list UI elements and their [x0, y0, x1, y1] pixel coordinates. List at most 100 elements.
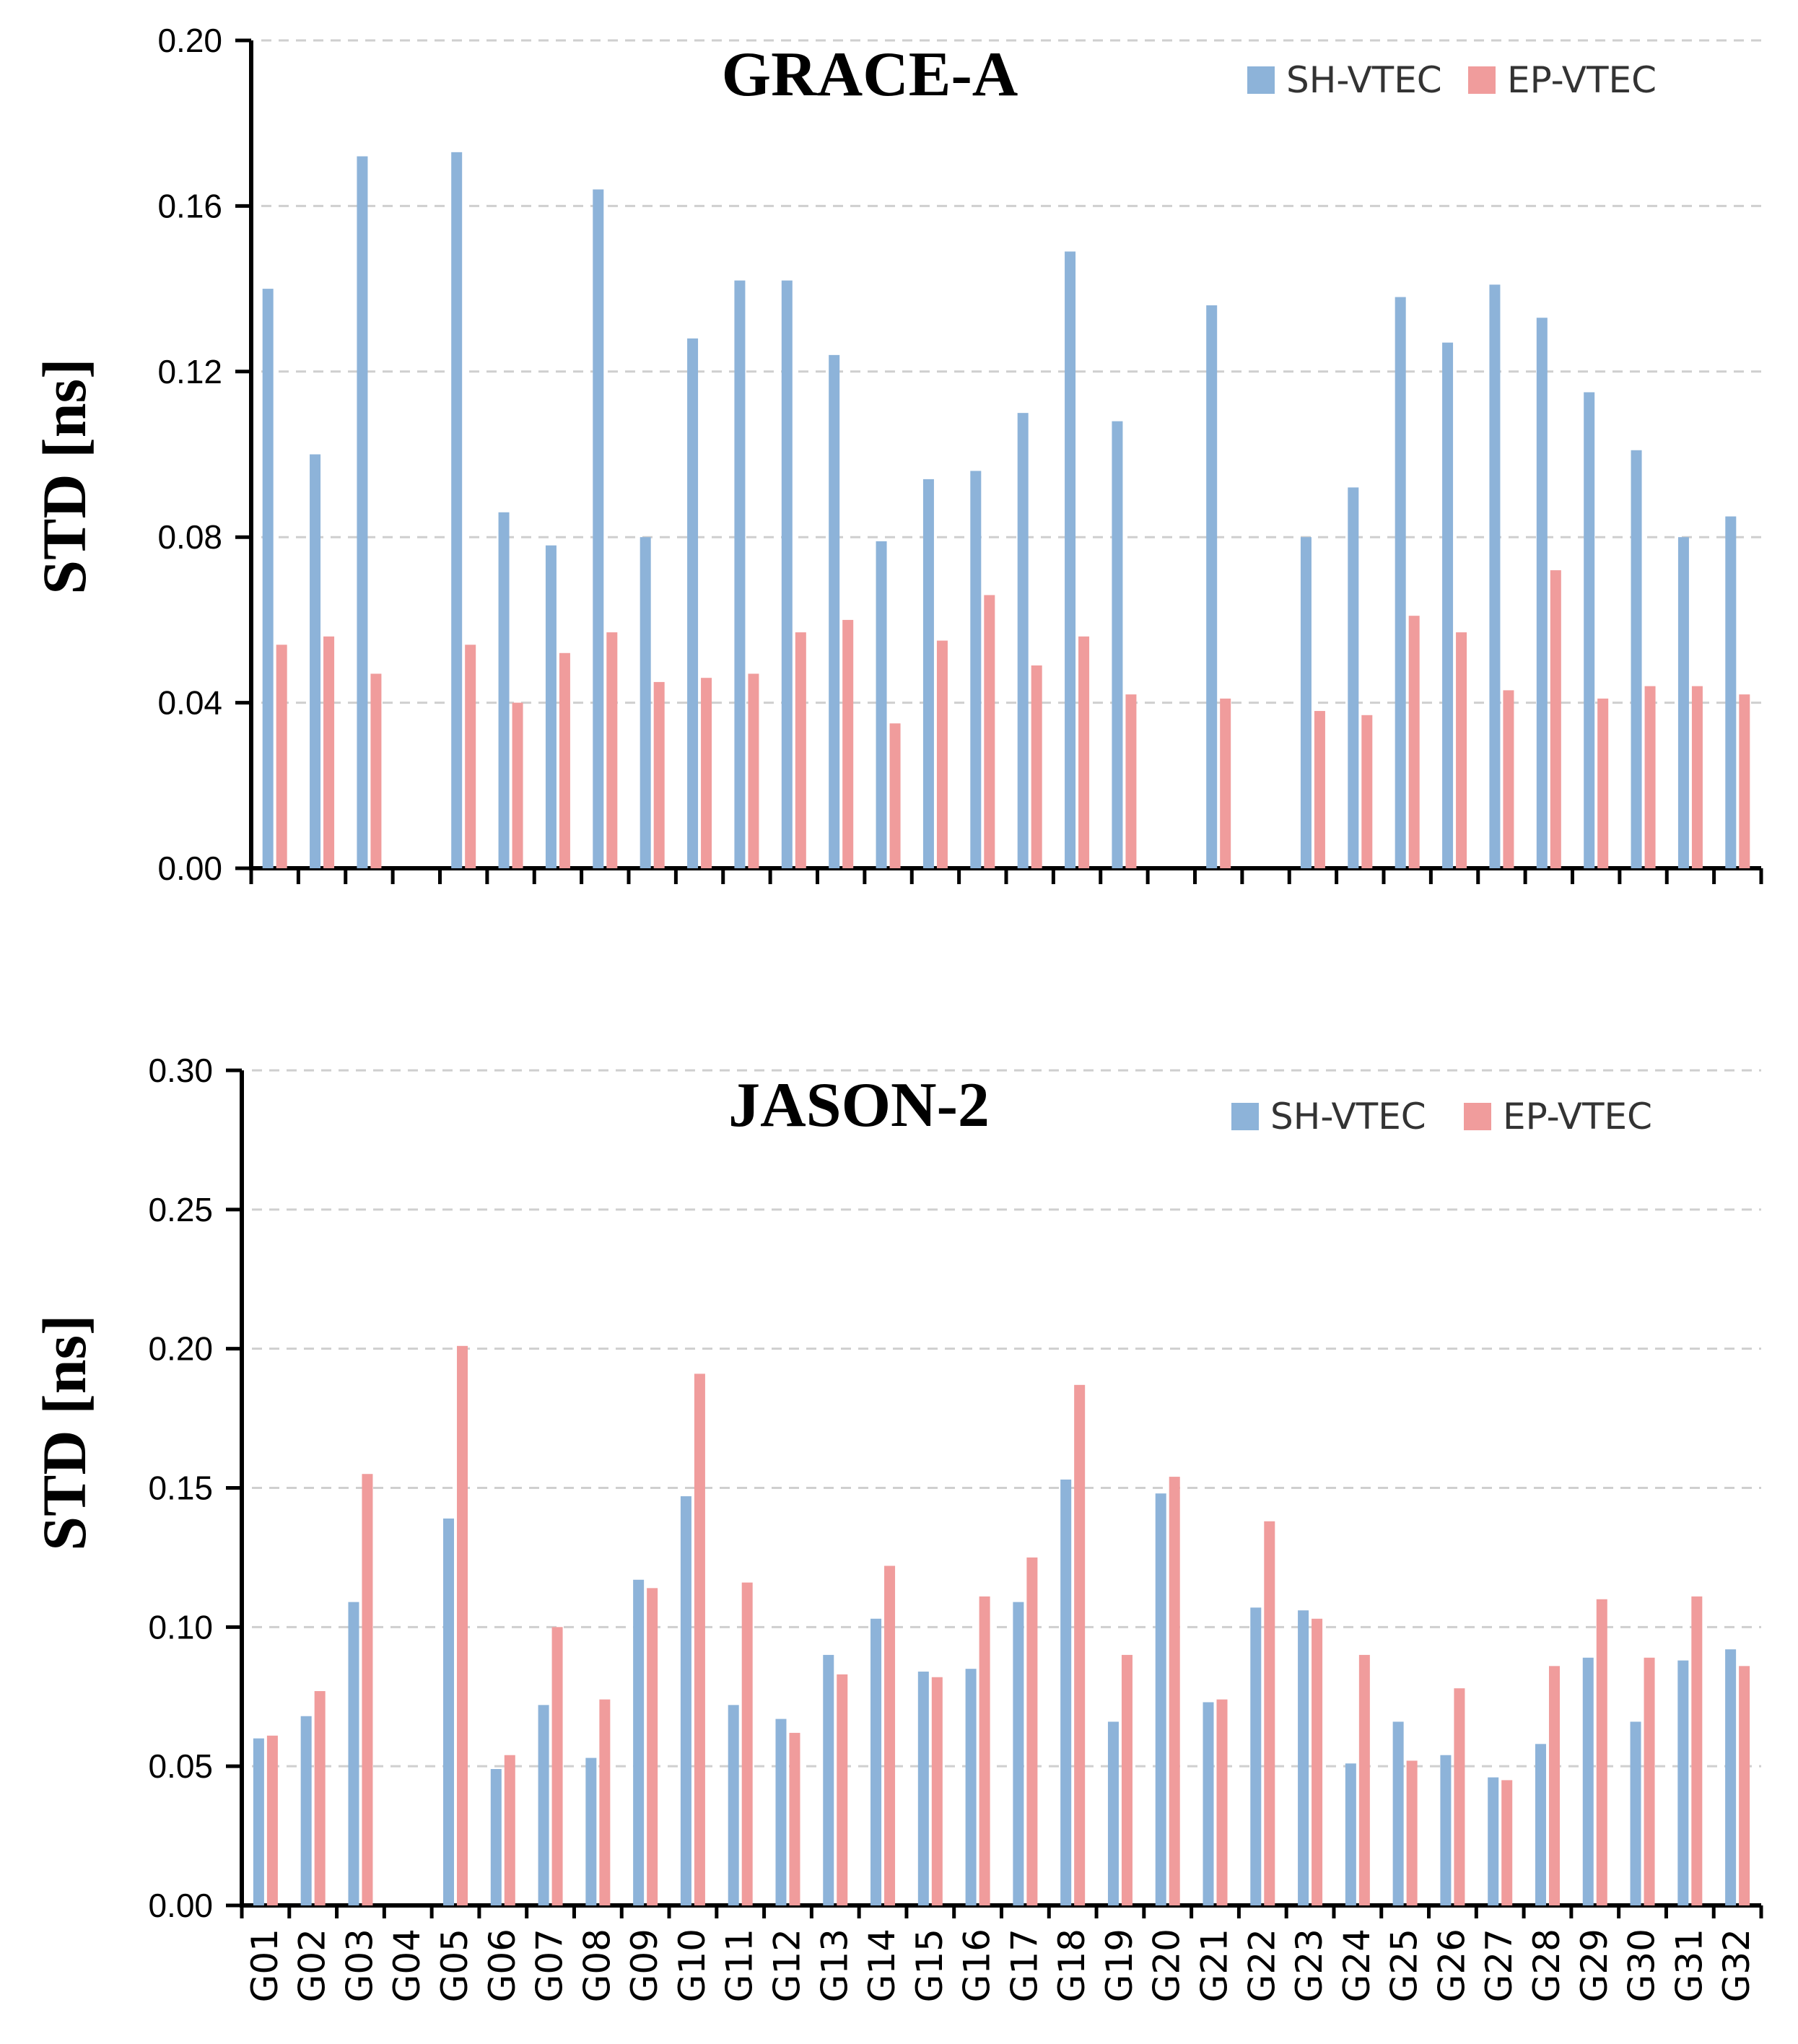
bar-sh-vtec-g27 [1489, 284, 1501, 868]
bar-ep-vtec-g27 [1503, 690, 1514, 868]
bar-sh-vtec-g13 [823, 1654, 834, 1905]
bar-sh-vtec-g30 [1631, 450, 1642, 868]
bar-ep-vtec-g23 [1314, 711, 1325, 868]
bar-sh-vtec-g09 [640, 537, 651, 868]
bar-sh-vtec-g12 [775, 1718, 787, 1905]
x-tick-label: G03 [339, 1929, 380, 2002]
bar-sh-vtec-g08 [593, 189, 604, 869]
bar-sh-vtec-g21 [1203, 1702, 1214, 1905]
bar-ep-vtec-g16 [979, 1596, 990, 1905]
bar-ep-vtec-g10 [701, 678, 712, 868]
x-tick-label: G29 [1574, 1929, 1615, 2002]
chart-title: JASON-2 [728, 1070, 990, 1140]
x-tick-label: G31 [1668, 1929, 1710, 2002]
bar-sh-vtec-g29 [1582, 1657, 1594, 1905]
x-tick-label: G01 [244, 1929, 286, 2002]
bar-sh-vtec-g08 [585, 1757, 597, 1905]
y-axis-label: STD [ns] [30, 1314, 99, 1550]
x-tick-label: G18 [1051, 1929, 1093, 2002]
bar-sh-vtec-g17 [1013, 1602, 1024, 1905]
bar-sh-vtec-g16 [970, 471, 982, 868]
y-axis-label: STD [ns] [30, 358, 99, 594]
x-tick-label: G11 [719, 1929, 761, 2002]
x-tick-label: G06 [481, 1929, 523, 2002]
bar-sh-vtec-g31 [1677, 537, 1689, 868]
bar-ep-vtec-g26 [1456, 632, 1467, 868]
legend-label-ep-vtec: EP-VTEC [1507, 59, 1657, 101]
bar-ep-vtec-g07 [559, 652, 570, 868]
bar-sh-vtec-g11 [728, 1705, 739, 1905]
bar-sh-vtec-g10 [687, 338, 699, 868]
bar-ep-vtec-g18 [1074, 1384, 1086, 1905]
bar-ep-vtec-g08 [606, 632, 618, 868]
x-tick-label: G08 [576, 1929, 618, 2002]
x-tick-label: G04 [386, 1929, 428, 2002]
bar-ep-vtec-g21 [1216, 1699, 1228, 1905]
bar-ep-vtec-g25 [1408, 616, 1420, 868]
bar-ep-vtec-g11 [741, 1582, 753, 1905]
bar-sh-vtec-g01 [253, 1738, 264, 1905]
x-tick-label: G28 [1526, 1929, 1568, 2002]
bar-ep-vtec-g19 [1125, 694, 1137, 868]
bar-ep-vtec-g12 [795, 632, 806, 868]
bar-ep-vtec-g12 [789, 1732, 800, 1905]
bar-sh-vtec-g23 [1300, 537, 1312, 868]
bar-ep-vtec-g30 [1644, 686, 1656, 868]
bar-ep-vtec-g32 [1739, 694, 1750, 868]
bar-sh-vtec-g09 [633, 1579, 645, 1905]
bar-sh-vtec-g25 [1395, 297, 1406, 868]
x-tick-label: G27 [1478, 1929, 1520, 2002]
bar-ep-vtec-g14 [884, 1565, 896, 1905]
legend-label-sh-vtec: SH-VTEC [1270, 1096, 1426, 1137]
bar-sh-vtec-g29 [1584, 392, 1595, 868]
bar-sh-vtec-g30 [1630, 1721, 1641, 1905]
bar-sh-vtec-g13 [829, 354, 840, 868]
legend-swatch-sh-vtec [1247, 66, 1275, 94]
bar-ep-vtec-g07 [551, 1627, 563, 1905]
x-tick-label: G25 [1384, 1929, 1426, 2002]
bar-sh-vtec-g18 [1060, 1479, 1072, 1905]
bar-sh-vtec-g07 [545, 545, 557, 868]
y-tick-label: 0.10 [148, 1608, 213, 1646]
x-tick-label: G05 [434, 1929, 476, 2002]
bar-ep-vtec-g27 [1501, 1780, 1513, 1905]
legend-swatch-sh-vtec [1231, 1103, 1259, 1130]
bar-ep-vtec-g11 [748, 673, 759, 868]
x-tick-label: G07 [529, 1929, 571, 2002]
bar-ep-vtec-g09 [653, 681, 665, 868]
x-tick-label: G21 [1194, 1929, 1236, 2002]
bar-sh-vtec-g23 [1298, 1610, 1309, 1905]
legend-swatch-ep-vtec [1468, 66, 1496, 94]
bar-sh-vtec-g02 [300, 1716, 312, 1905]
bar-ep-vtec-g26 [1454, 1688, 1465, 1905]
y-tick-label: 0.08 [157, 518, 222, 556]
bar-sh-vtec-g27 [1488, 1777, 1499, 1905]
bar-sh-vtec-g05 [443, 1518, 455, 1905]
bar-sh-vtec-g32 [1725, 516, 1737, 868]
bar-ep-vtec-g15 [936, 640, 948, 868]
bar-ep-vtec-g24 [1358, 1654, 1370, 1905]
x-tick-label: G17 [1003, 1929, 1045, 2002]
y-tick-label: 0.30 [148, 1052, 213, 1089]
bar-ep-vtec-g28 [1550, 570, 1561, 868]
bar-sh-vtec-g20 [1155, 1493, 1166, 1905]
bar-sh-vtec-g31 [1677, 1660, 1689, 1905]
bar-sh-vtec-g26 [1440, 1755, 1452, 1905]
bar-ep-vtec-g30 [1644, 1657, 1655, 1905]
bar-ep-vtec-g21 [1220, 698, 1231, 868]
bar-sh-vtec-g25 [1392, 1721, 1404, 1905]
legend-label-sh-vtec: SH-VTEC [1286, 59, 1442, 101]
bar-ep-vtec-g01 [266, 1735, 278, 1905]
bar-ep-vtec-g02 [314, 1691, 326, 1905]
bar-sh-vtec-g07 [538, 1705, 549, 1905]
x-tick-label: G23 [1288, 1929, 1330, 2002]
x-tick-label: G22 [1241, 1929, 1283, 2002]
bar-ep-vtec-g15 [931, 1677, 943, 1905]
bar-sh-vtec-g24 [1345, 1763, 1356, 1905]
bar-sh-vtec-g28 [1536, 318, 1548, 868]
bar-sh-vtec-g01 [262, 289, 274, 869]
x-tick-label: G12 [766, 1929, 808, 2002]
bar-sh-vtec-g32 [1725, 1649, 1737, 1905]
